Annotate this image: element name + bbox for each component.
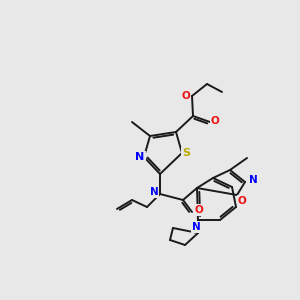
Text: N: N	[150, 187, 158, 197]
Text: S: S	[182, 148, 190, 158]
Text: N: N	[192, 222, 200, 232]
Text: N: N	[135, 152, 145, 162]
Text: N: N	[249, 175, 257, 185]
Text: O: O	[182, 91, 190, 101]
Text: O: O	[211, 116, 219, 126]
Text: O: O	[238, 196, 246, 206]
Text: O: O	[195, 205, 203, 215]
